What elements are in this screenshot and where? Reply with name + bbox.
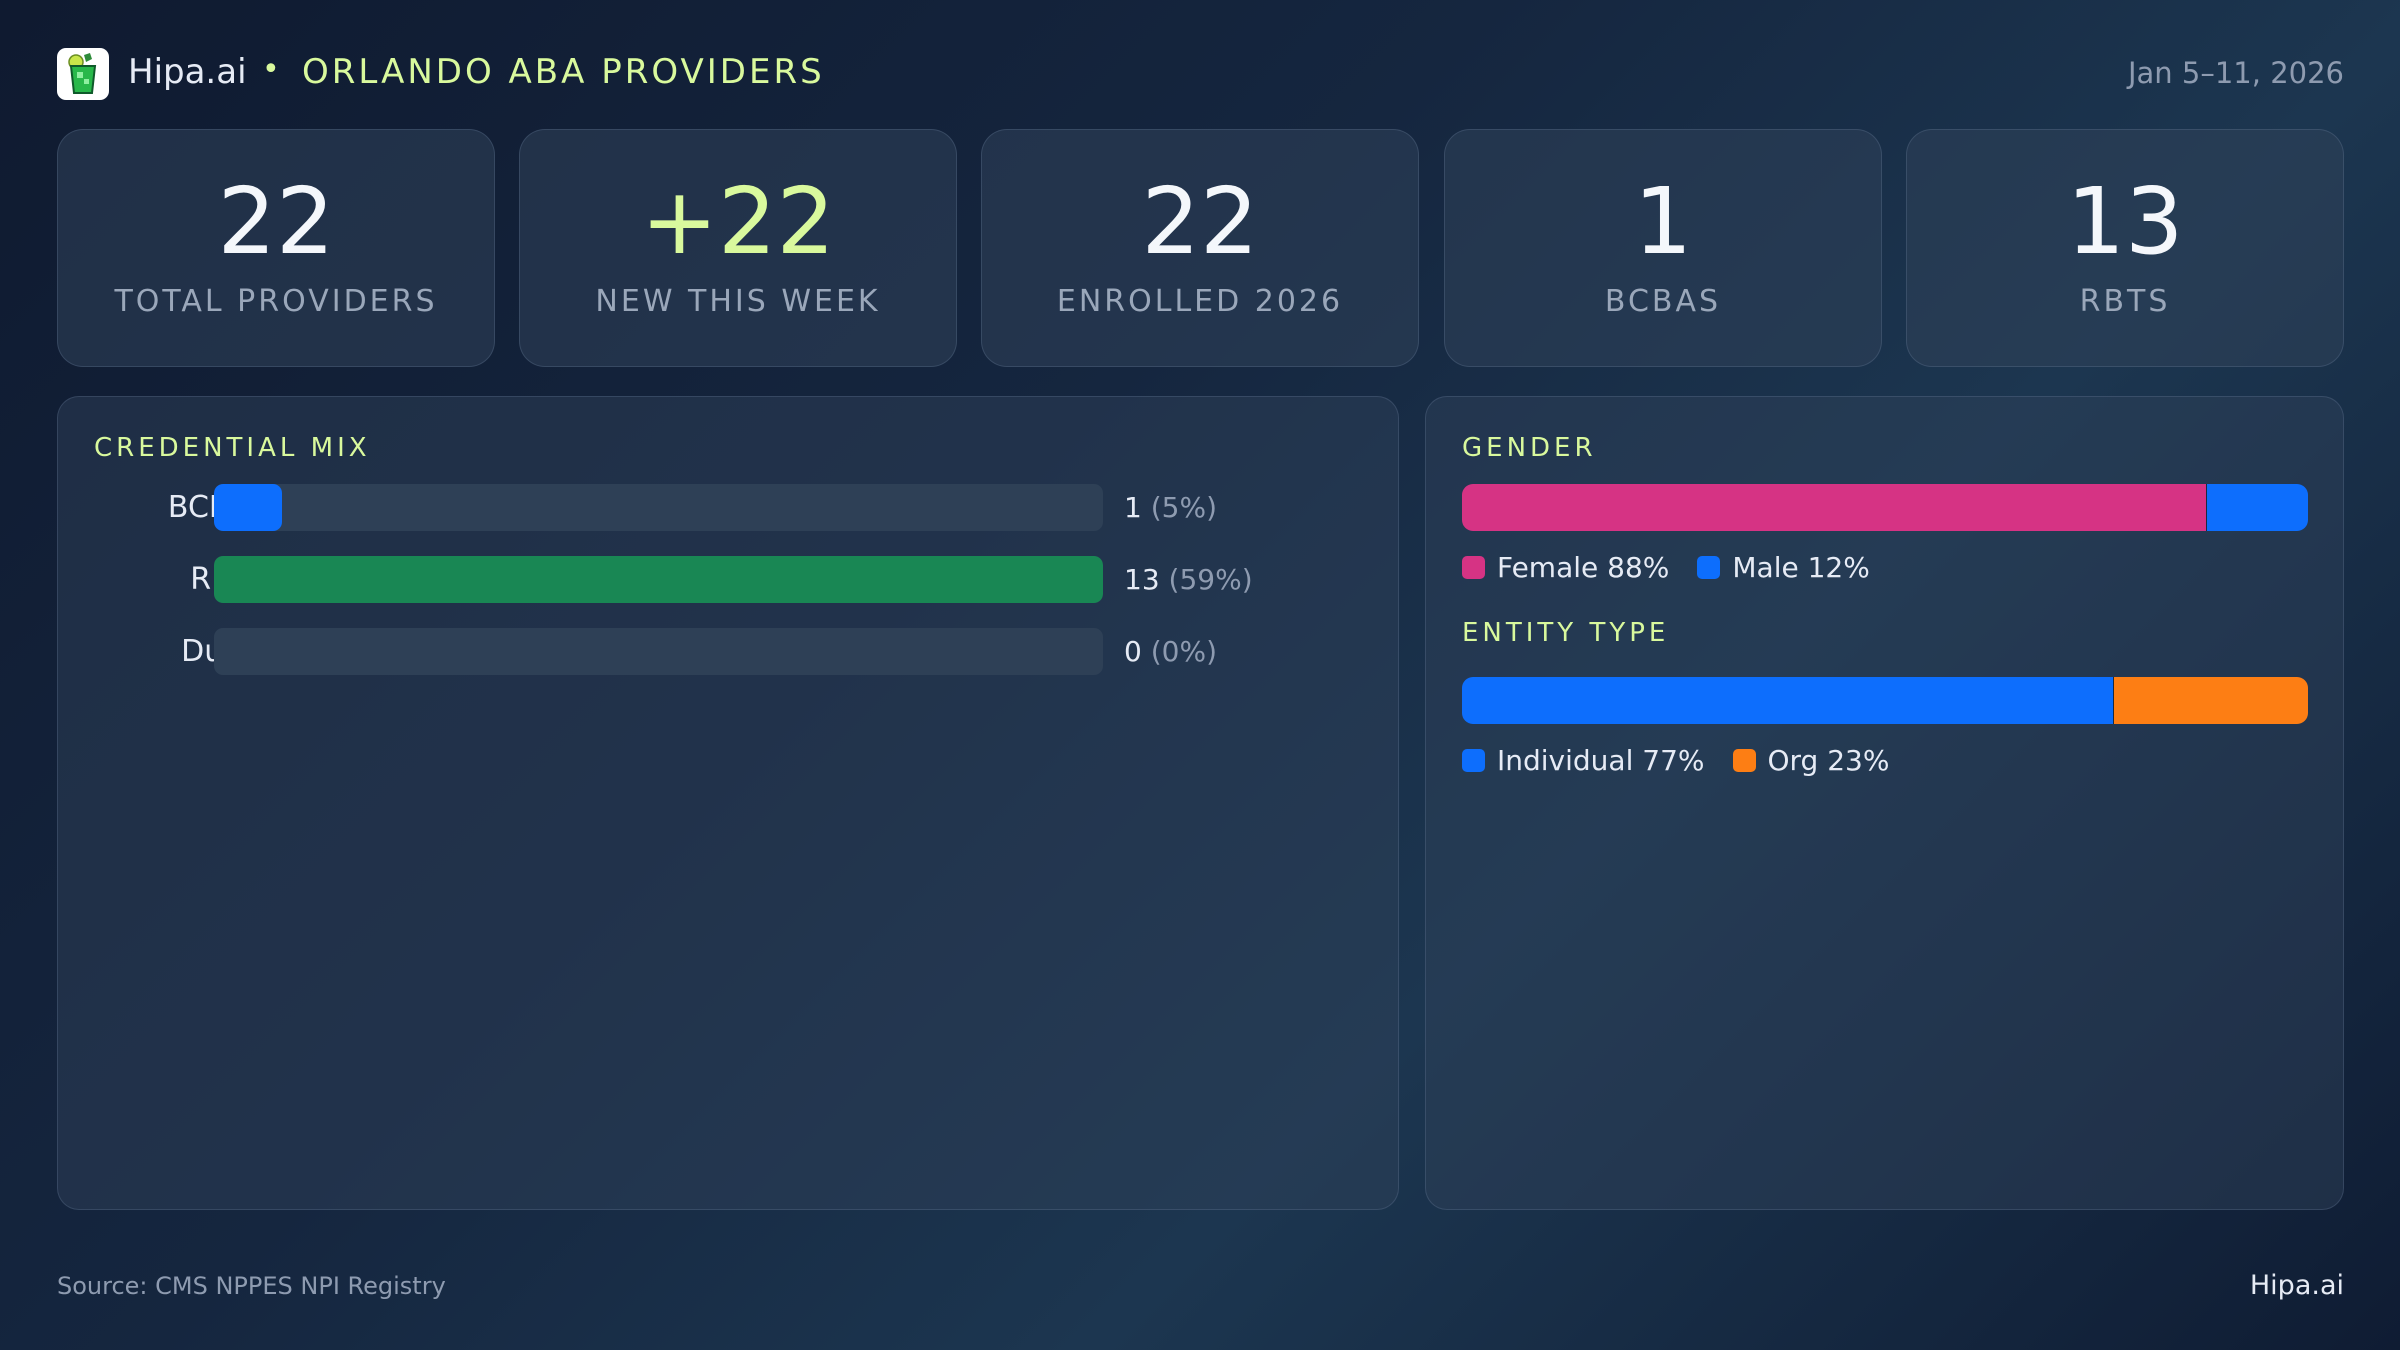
legend-label: Org 23% xyxy=(1767,744,1890,777)
legend-swatch xyxy=(1462,556,1485,579)
legend-item: Individual 77% xyxy=(1462,744,1705,777)
stat-value: +22 xyxy=(640,168,836,275)
credential-bar-track xyxy=(214,556,1103,603)
mojito-glass-icon xyxy=(68,53,97,94)
legend-label: Female 88% xyxy=(1497,551,1670,584)
entity-type-legend: Individual 77% Org 23% xyxy=(1462,744,1889,777)
credential-mix-panel: CREDENTIAL MIX BCBA 1 (5%) RBT 13 (59%) … xyxy=(57,396,1399,1210)
separator-dot: • xyxy=(262,52,280,87)
stat-card: 13 RBTS xyxy=(1906,129,2344,367)
legend-label: Male 12% xyxy=(1732,551,1870,584)
brand-name: Hipa.ai xyxy=(128,52,247,92)
stat-label: NEW THIS WEEK xyxy=(595,284,881,319)
credential-value: 0 (0%) xyxy=(1124,628,1217,675)
credential-row: RBT 13 (59%) xyxy=(58,556,1358,603)
credential-value: 13 (59%) xyxy=(1124,556,1253,603)
credential-bar-fill xyxy=(214,484,283,531)
credential-percent: (5%) xyxy=(1150,491,1218,524)
stat-value: 22 xyxy=(217,168,335,275)
legend-swatch xyxy=(1462,749,1485,772)
legend-item: Female 88% xyxy=(1462,551,1669,584)
stat-card: 22 ENROLLED 2026 xyxy=(981,129,1419,367)
stat-value: 22 xyxy=(1141,168,1259,275)
legend-label: Individual 77% xyxy=(1497,744,1705,777)
stat-label: ENROLLED 2026 xyxy=(1056,284,1344,319)
credential-bar-track xyxy=(214,484,1103,531)
gender-legend: Female 88% Male 12% xyxy=(1462,551,1870,584)
credential-count: 0 xyxy=(1124,635,1142,668)
entity_type-segment xyxy=(2113,677,2308,724)
credential-count: 1 xyxy=(1124,491,1142,524)
gender-segment xyxy=(2206,484,2308,531)
legend-swatch xyxy=(1697,556,1721,579)
stat-value: 13 xyxy=(2066,168,2184,275)
stat-card: +22 NEW THIS WEEK xyxy=(519,129,957,367)
footer-brand: Hipa.ai xyxy=(2249,1270,2344,1301)
gender-title: GENDER xyxy=(1462,433,1597,463)
credential-bar-fill xyxy=(214,556,1103,603)
credential-row: BCBA 1 (5%) xyxy=(58,484,1358,531)
credential-row: Dual 0 (0%) xyxy=(58,628,1358,675)
entity_type-segment xyxy=(1462,677,2114,724)
entity-type-stacked-bar xyxy=(1462,677,2308,724)
credential-percent: (59%) xyxy=(1168,563,1253,596)
credential-bar-track xyxy=(214,628,1103,675)
credential-percent: (0%) xyxy=(1150,635,1218,668)
date-range: Jan 5–11, 2026 xyxy=(2127,56,2344,90)
stat-label: TOTAL PROVIDERS xyxy=(114,284,438,319)
legend-item: Male 12% xyxy=(1697,551,1870,584)
stat-label: RBTS xyxy=(2079,284,2171,319)
gender-stacked-bar xyxy=(1462,484,2308,531)
source-note: Source: CMS NPPES NPI Registry xyxy=(57,1272,446,1300)
stat-card: 1 BCBAS xyxy=(1444,129,1882,367)
credential-count: 13 xyxy=(1124,563,1160,596)
demographics-panel: GENDER Female 88% Male 12% ENTITY TYPE In… xyxy=(1425,396,2344,1210)
stat-value: 1 xyxy=(1633,168,1693,275)
stat-label: BCBAS xyxy=(1604,284,1722,319)
legend-item: Org 23% xyxy=(1732,744,1890,777)
legend-swatch xyxy=(1732,749,1756,772)
credential-mix-title: CREDENTIAL MIX xyxy=(94,433,371,463)
credential-value: 1 (5%) xyxy=(1124,484,1217,531)
gender-segment xyxy=(1462,484,2207,531)
logo xyxy=(57,48,109,100)
entity-type-title: ENTITY TYPE xyxy=(1462,618,1670,648)
stat-card: 22 TOTAL PROVIDERS xyxy=(57,129,495,367)
page-title: ORLANDO ABA PROVIDERS xyxy=(302,52,825,92)
